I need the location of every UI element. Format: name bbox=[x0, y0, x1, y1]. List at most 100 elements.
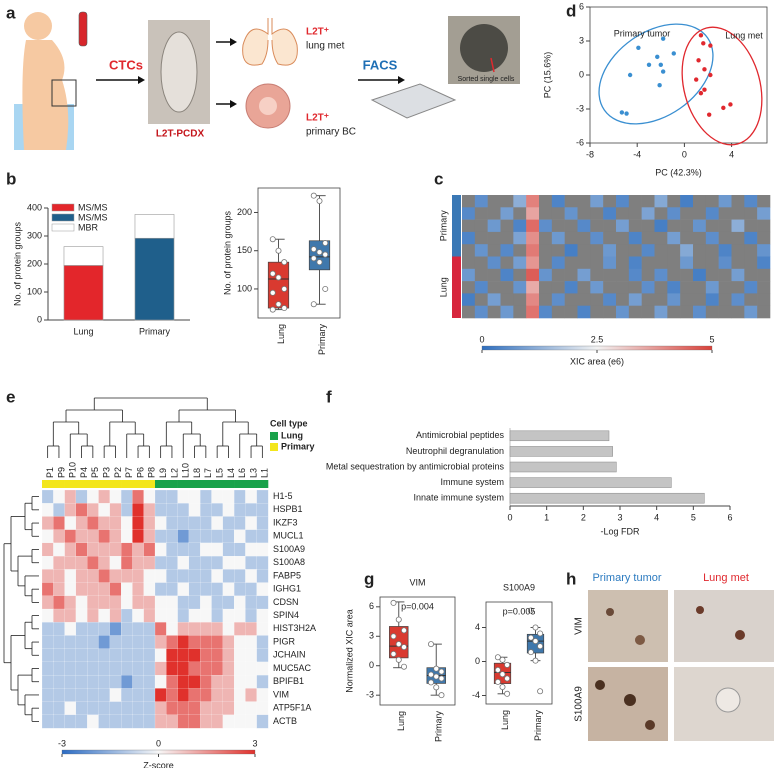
panel-label: f bbox=[326, 387, 332, 406]
missing-cell bbox=[564, 256, 578, 270]
chart-title: VIM bbox=[409, 577, 425, 587]
missing-cell bbox=[474, 231, 488, 245]
heatmap-cell bbox=[245, 661, 258, 676]
heatmap-cell bbox=[143, 595, 156, 610]
missing-cell bbox=[500, 293, 514, 306]
missing-cell bbox=[500, 256, 514, 270]
heatmap-cell bbox=[211, 661, 224, 676]
data-point bbox=[624, 111, 629, 116]
heatmap-cell bbox=[731, 293, 745, 306]
tumor-core bbox=[259, 97, 277, 115]
panel-label: b bbox=[6, 169, 16, 188]
missing-cell bbox=[757, 268, 771, 282]
y-tick-label: -3 bbox=[366, 690, 374, 700]
heatmap-cell bbox=[222, 529, 235, 544]
group-bar bbox=[98, 480, 111, 488]
heatmap-cell bbox=[41, 648, 54, 663]
row-label: SPIN4 bbox=[273, 610, 299, 620]
category-label: Primary bbox=[434, 711, 444, 742]
heatmap-cell bbox=[41, 714, 54, 729]
heatmap-cell bbox=[200, 542, 212, 557]
heatmap-cell bbox=[718, 256, 732, 270]
heatmap-cell bbox=[154, 661, 167, 676]
heatmap-cell bbox=[109, 582, 122, 597]
heatmap-cell bbox=[234, 542, 246, 557]
heatmap-cell bbox=[188, 569, 201, 583]
heatmap-cell bbox=[234, 569, 246, 583]
data-point bbox=[636, 45, 641, 50]
row-label: BPIFB1 bbox=[273, 676, 304, 686]
heatmap-cell bbox=[87, 675, 99, 689]
missing-cell bbox=[603, 268, 617, 282]
data-point bbox=[316, 249, 323, 256]
heatmap-cell bbox=[256, 516, 269, 531]
colorbar-label: Z-score bbox=[143, 760, 174, 768]
heatmap-cell bbox=[132, 529, 145, 544]
row-label: CDSN bbox=[273, 597, 299, 607]
colorbar-tick-label: 0 bbox=[156, 738, 161, 748]
data-point bbox=[390, 599, 397, 606]
data-point bbox=[281, 285, 288, 292]
heatmap-cell bbox=[628, 268, 642, 282]
missing-cell bbox=[603, 281, 617, 294]
missing-cell bbox=[487, 231, 501, 245]
heatmap-cell bbox=[98, 622, 111, 636]
heatmap-cell bbox=[474, 195, 488, 208]
confidence-ellipse bbox=[681, 26, 763, 146]
group-bar bbox=[200, 480, 212, 488]
heatmap-cell bbox=[109, 635, 122, 650]
heatmap-cell bbox=[143, 556, 156, 570]
arrow-head bbox=[230, 38, 237, 46]
panel-a-illustration: CTCs L2T-PCDX L2T⁺ lung met L2T⁺ primary… bbox=[14, 11, 520, 150]
missing-cell bbox=[539, 244, 553, 257]
heatmap-cell bbox=[487, 219, 501, 233]
data-point bbox=[494, 654, 501, 661]
heatmap-cell bbox=[166, 714, 179, 729]
heatmap-cell bbox=[154, 503, 167, 517]
heatmap-cell bbox=[120, 582, 133, 597]
missing-cell bbox=[564, 195, 578, 208]
heatmap-cell bbox=[53, 675, 65, 689]
heatmap-cell bbox=[667, 281, 681, 294]
missing-cell bbox=[693, 293, 707, 306]
heatmap-cell bbox=[75, 529, 88, 544]
row-label: ACTB bbox=[273, 716, 297, 726]
heatmap-cell bbox=[75, 622, 88, 636]
legend-swatch bbox=[51, 213, 75, 222]
missing-cell bbox=[693, 256, 707, 270]
heatmap-cell bbox=[256, 595, 269, 610]
bar bbox=[509, 446, 613, 457]
heatmap-cell bbox=[166, 635, 179, 650]
missing-cell bbox=[705, 305, 719, 319]
heatmap-cell bbox=[177, 648, 190, 663]
missing-cell bbox=[667, 305, 681, 319]
heatmap-cell bbox=[474, 305, 488, 319]
data-point bbox=[400, 644, 407, 651]
category-label: Antimicrobial peptides bbox=[416, 430, 505, 440]
heatmap-cell bbox=[143, 675, 156, 689]
heatmap-cell bbox=[132, 622, 145, 636]
heatmap-cell bbox=[177, 542, 190, 557]
data-point bbox=[627, 72, 633, 78]
legend-label: MS/MS bbox=[78, 212, 108, 222]
heatmap-cell bbox=[500, 268, 514, 282]
y-tick-label: 400 bbox=[27, 202, 42, 212]
heatmap-cell bbox=[222, 582, 235, 597]
heatmap-cell bbox=[222, 622, 235, 636]
heatmap-cell bbox=[75, 595, 88, 610]
heatmap-cell bbox=[64, 622, 77, 636]
missing-cell bbox=[616, 231, 630, 245]
heatmap-cell bbox=[53, 701, 65, 716]
heatmap-cell bbox=[75, 556, 88, 570]
heatmap-cell bbox=[98, 714, 111, 729]
heatmap-cell bbox=[132, 516, 145, 531]
heatmap-cell bbox=[154, 622, 167, 636]
heatmap-cell bbox=[109, 714, 122, 729]
heatmap-cell bbox=[234, 595, 246, 610]
inset-box bbox=[51, 79, 77, 107]
heatmap-cell bbox=[166, 503, 179, 517]
heatmap-cell bbox=[245, 688, 258, 702]
heatmap-cell bbox=[120, 489, 133, 504]
column-label: P1 bbox=[45, 467, 55, 478]
data-point bbox=[269, 306, 276, 313]
